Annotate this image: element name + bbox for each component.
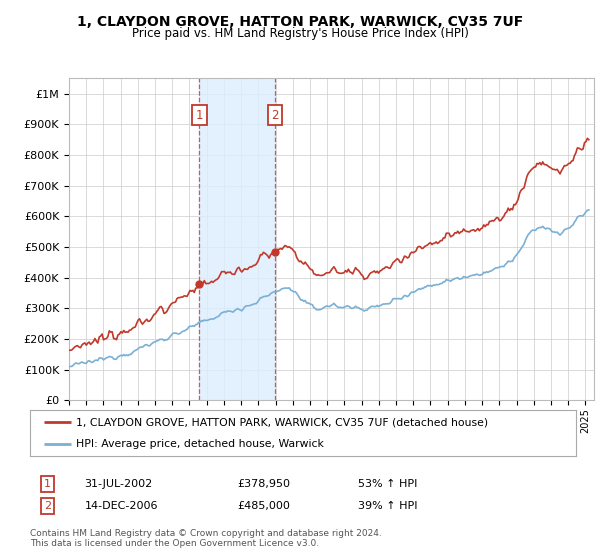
- Text: 1: 1: [196, 109, 203, 122]
- Text: 31-JUL-2002: 31-JUL-2002: [85, 479, 153, 489]
- Text: 53% ↑ HPI: 53% ↑ HPI: [358, 479, 417, 489]
- Text: HPI: Average price, detached house, Warwick: HPI: Average price, detached house, Warw…: [76, 439, 324, 449]
- Text: 14-DEC-2006: 14-DEC-2006: [85, 501, 158, 511]
- Text: £485,000: £485,000: [238, 501, 290, 511]
- Bar: [199, 78, 275, 400]
- Text: Contains HM Land Registry data © Crown copyright and database right 2024.
This d: Contains HM Land Registry data © Crown c…: [30, 529, 382, 548]
- Text: 2: 2: [44, 501, 51, 511]
- Text: Price paid vs. HM Land Registry's House Price Index (HPI): Price paid vs. HM Land Registry's House …: [131, 27, 469, 40]
- Text: 2: 2: [271, 109, 278, 122]
- Text: 1, CLAYDON GROVE, HATTON PARK, WARWICK, CV35 7UF (detached house): 1, CLAYDON GROVE, HATTON PARK, WARWICK, …: [76, 417, 488, 427]
- Text: 1: 1: [44, 479, 51, 489]
- Text: £378,950: £378,950: [238, 479, 290, 489]
- Text: 1, CLAYDON GROVE, HATTON PARK, WARWICK, CV35 7UF: 1, CLAYDON GROVE, HATTON PARK, WARWICK, …: [77, 15, 523, 29]
- Text: 39% ↑ HPI: 39% ↑ HPI: [358, 501, 417, 511]
